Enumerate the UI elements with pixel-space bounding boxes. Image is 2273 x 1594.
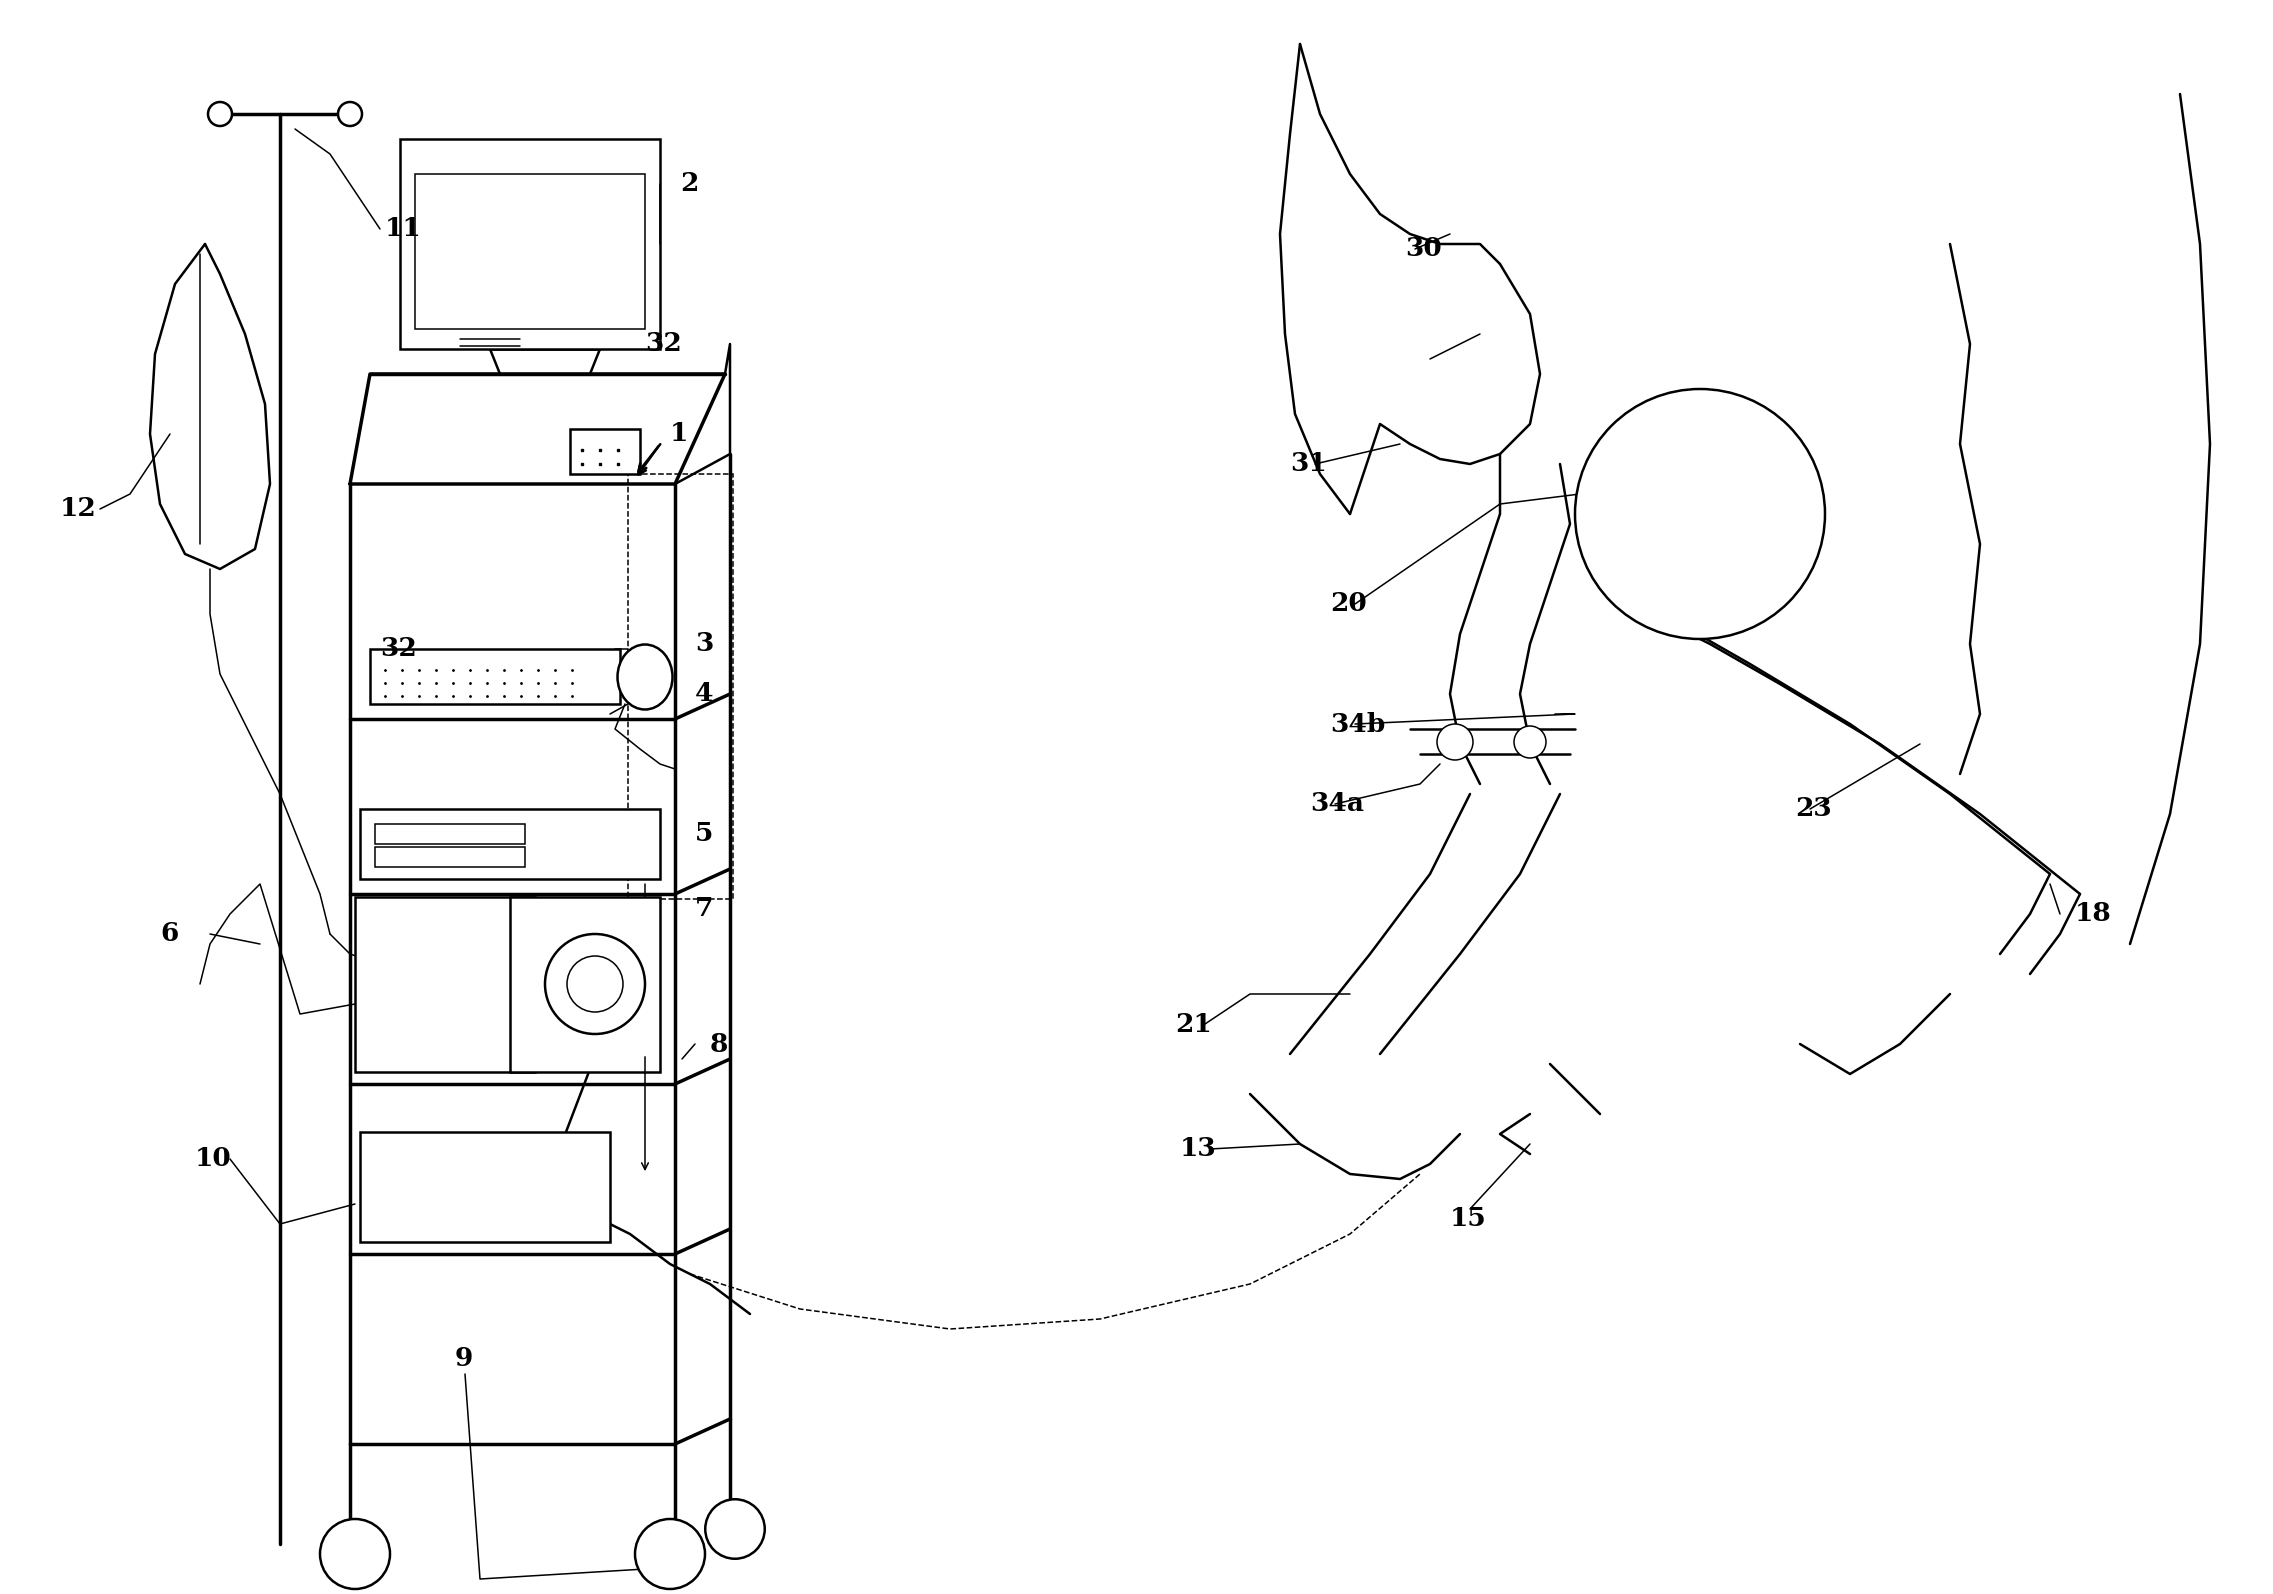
FancyBboxPatch shape bbox=[355, 897, 534, 1073]
Text: 30: 30 bbox=[1405, 236, 1441, 261]
Text: 7: 7 bbox=[696, 896, 714, 921]
FancyBboxPatch shape bbox=[359, 1132, 609, 1242]
FancyBboxPatch shape bbox=[375, 846, 525, 867]
FancyBboxPatch shape bbox=[509, 897, 659, 1073]
Text: 23: 23 bbox=[1796, 797, 1832, 821]
Text: 11: 11 bbox=[384, 217, 423, 242]
FancyBboxPatch shape bbox=[400, 139, 659, 349]
Text: 12: 12 bbox=[59, 496, 98, 521]
Text: 32: 32 bbox=[646, 332, 682, 357]
FancyBboxPatch shape bbox=[375, 824, 525, 843]
FancyBboxPatch shape bbox=[370, 649, 621, 705]
Circle shape bbox=[209, 102, 232, 126]
Text: 18: 18 bbox=[2075, 902, 2112, 926]
Text: 31: 31 bbox=[1291, 451, 1327, 477]
Text: 34a: 34a bbox=[1309, 792, 1364, 816]
Text: 15: 15 bbox=[1450, 1207, 1487, 1232]
Text: 3: 3 bbox=[696, 631, 714, 657]
Text: 34b: 34b bbox=[1330, 711, 1384, 736]
FancyBboxPatch shape bbox=[571, 429, 641, 473]
Text: 4: 4 bbox=[696, 682, 714, 706]
Circle shape bbox=[634, 1519, 705, 1589]
Circle shape bbox=[566, 956, 623, 1012]
Text: 5: 5 bbox=[696, 821, 714, 846]
Text: 10: 10 bbox=[195, 1146, 232, 1172]
Text: 21: 21 bbox=[1175, 1012, 1212, 1036]
FancyBboxPatch shape bbox=[359, 810, 659, 878]
Text: 6: 6 bbox=[159, 921, 177, 947]
Circle shape bbox=[339, 102, 361, 126]
Text: 13: 13 bbox=[1180, 1137, 1216, 1162]
Circle shape bbox=[1514, 725, 1546, 759]
Circle shape bbox=[320, 1519, 391, 1589]
Circle shape bbox=[546, 934, 646, 1035]
Text: 32: 32 bbox=[380, 636, 416, 662]
Ellipse shape bbox=[618, 644, 673, 709]
Circle shape bbox=[1575, 389, 1825, 639]
Text: 8: 8 bbox=[709, 1031, 727, 1057]
Circle shape bbox=[705, 1500, 764, 1559]
Text: 20: 20 bbox=[1330, 591, 1366, 617]
FancyBboxPatch shape bbox=[416, 174, 646, 328]
Text: 9: 9 bbox=[455, 1347, 473, 1371]
Text: 1: 1 bbox=[671, 421, 689, 446]
Text: 2: 2 bbox=[680, 172, 698, 196]
Circle shape bbox=[1437, 724, 1473, 760]
